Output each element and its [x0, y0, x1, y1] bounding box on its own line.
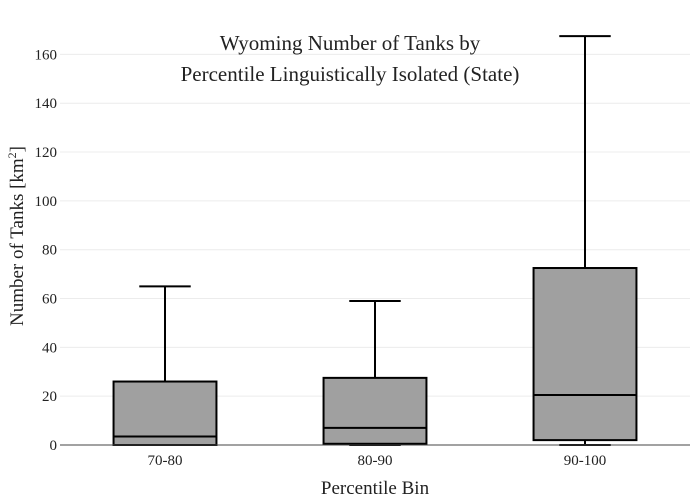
y-tick-label: 100 [35, 194, 58, 210]
x-axis-label: Percentile Bin [321, 478, 430, 499]
box-90-100 [532, 35, 638, 446]
y-tick-label: 160 [35, 47, 58, 63]
y-axis-label-end: ] [7, 146, 28, 152]
y-axis-label-superscript: 2 [5, 152, 19, 158]
y-tick-label: 40 [42, 340, 57, 356]
x-tick-label: 70-80 [148, 453, 183, 469]
y-tick-label: 80 [42, 243, 57, 259]
iqr-box [112, 380, 218, 447]
y-tick-label: 60 [42, 292, 57, 308]
x-tick-label: 90-100 [564, 453, 607, 469]
box-series [112, 35, 638, 447]
y-tick-label: 20 [42, 389, 57, 405]
box-70-80 [112, 285, 218, 447]
y-axis-label-main: Number of Tanks [km [7, 158, 28, 326]
box-80-90 [322, 299, 428, 446]
y-tick-label: 140 [35, 96, 58, 112]
chart-title-line-1: Wyoming Number of Tanks by [220, 31, 481, 55]
chart-title-line-2: Percentile Linguistically Isolated (Stat… [181, 62, 520, 86]
x-axis-ticks: 70-80 80-90 90-100 [148, 453, 607, 469]
x-tick-label: 80-90 [358, 453, 393, 469]
y-tick-label: 0 [50, 438, 58, 454]
iqr-box [322, 376, 428, 445]
y-tick-label: 120 [35, 145, 58, 161]
y-axis-label: Number of Tanks [km2] [5, 146, 28, 326]
iqr-box [532, 267, 638, 442]
y-axis-ticks: 0 20 40 60 80 100 120 140 160 [35, 47, 58, 454]
